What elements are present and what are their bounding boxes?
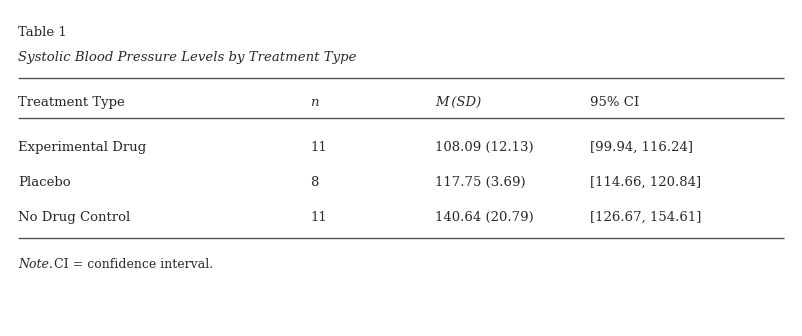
Text: n: n	[310, 96, 318, 109]
Text: 11: 11	[310, 211, 326, 224]
Text: 11: 11	[310, 141, 326, 154]
Text: [114.66, 120.84]: [114.66, 120.84]	[590, 176, 701, 189]
Text: CI = confidence interval.: CI = confidence interval.	[50, 258, 213, 271]
Text: Treatment Type: Treatment Type	[18, 96, 125, 109]
Text: 117.75 (3.69): 117.75 (3.69)	[435, 176, 525, 189]
Text: Table 1: Table 1	[18, 26, 67, 39]
Text: 95% CI: 95% CI	[590, 96, 639, 109]
Text: Placebo: Placebo	[18, 176, 71, 189]
Text: 108.09 (12.13): 108.09 (12.13)	[435, 141, 533, 154]
Text: M (SD): M (SD)	[435, 96, 481, 109]
Text: Systolic Blood Pressure Levels by Treatment Type: Systolic Blood Pressure Levels by Treatm…	[18, 51, 357, 64]
Text: [99.94, 116.24]: [99.94, 116.24]	[590, 141, 693, 154]
Text: 140.64 (20.79): 140.64 (20.79)	[435, 211, 534, 224]
Text: [126.67, 154.61]: [126.67, 154.61]	[590, 211, 702, 224]
Text: No Drug Control: No Drug Control	[18, 211, 130, 224]
Text: 8: 8	[310, 176, 318, 189]
Text: Experimental Drug: Experimental Drug	[18, 141, 146, 154]
Text: Note.: Note.	[18, 258, 53, 271]
